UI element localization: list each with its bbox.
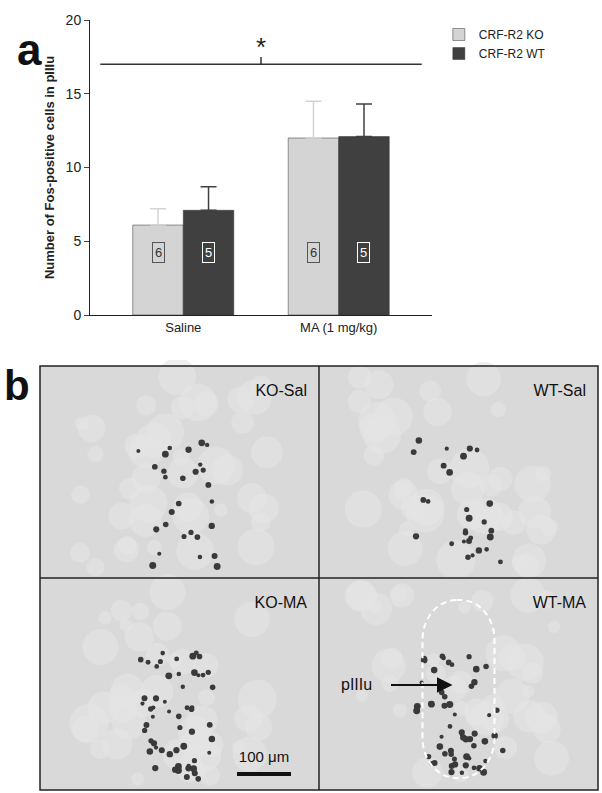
svg-text:CRF-R2 KO: CRF-R2 KO [479, 28, 544, 42]
svg-text:6: 6 [310, 245, 317, 260]
svg-text:Saline: Saline [165, 320, 201, 335]
svg-text:WT-MA: WT-MA [533, 594, 587, 611]
svg-text:6: 6 [155, 245, 162, 260]
svg-text:10: 10 [66, 159, 82, 175]
svg-text:a: a [17, 25, 42, 74]
svg-text:100 μm: 100 μm [239, 748, 289, 765]
svg-text:5: 5 [205, 245, 212, 260]
svg-text:KO-Sal: KO-Sal [255, 382, 307, 399]
svg-text:0: 0 [73, 307, 81, 323]
svg-text:KO-MA: KO-MA [255, 594, 308, 611]
svg-text:Number of Fos-positive cells i: Number of Fos-positive cells in pIIIu [42, 56, 57, 279]
svg-text:20: 20 [66, 12, 82, 28]
svg-text:CRF-R2 WT: CRF-R2 WT [479, 47, 546, 61]
svg-text:15: 15 [66, 86, 82, 102]
svg-text:5: 5 [360, 245, 367, 260]
svg-text:MA (1 mg/kg): MA (1 mg/kg) [300, 320, 377, 335]
svg-text:WT-Sal: WT-Sal [534, 382, 586, 399]
svg-text:*: * [256, 32, 266, 62]
svg-text:pIIIu: pIIIu [341, 676, 372, 693]
svg-text:b: b [4, 362, 30, 409]
svg-text:5: 5 [73, 233, 81, 249]
